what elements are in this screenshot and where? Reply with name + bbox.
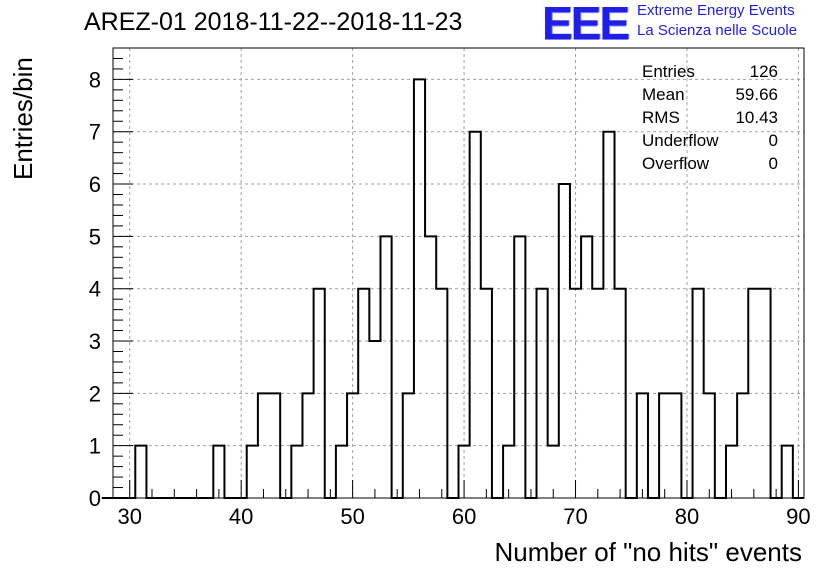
- histogram-bin: [369, 341, 380, 498]
- histogram-bin: [782, 446, 793, 498]
- stats-label: Overflow: [642, 154, 710, 173]
- histogram-bin: [436, 289, 447, 498]
- logo-line-2: La Scienza nelle Scuole: [637, 22, 798, 39]
- plot-frame: [112, 47, 805, 499]
- histogram-bin: [414, 79, 425, 498]
- histogram-bin: [336, 446, 347, 498]
- histogram-bin: [291, 446, 302, 498]
- histogram-bin: [693, 289, 704, 498]
- x-tick-label: 50: [340, 504, 364, 529]
- stats-value: 0: [768, 131, 778, 150]
- y-tick-label: 4: [89, 277, 101, 302]
- y-tick-label: 5: [89, 224, 101, 249]
- stats-value: 0: [768, 154, 778, 173]
- y-tick-label: 2: [89, 381, 101, 406]
- stats-label: RMS: [642, 108, 680, 127]
- histogram-bin: [748, 289, 759, 498]
- histogram-bin: [135, 446, 146, 498]
- stats-label: Underflow: [642, 131, 719, 150]
- stats-row-mean: Mean 59.66: [642, 83, 778, 106]
- stats-value: 10.43: [735, 108, 778, 127]
- histogram-bin: [737, 393, 748, 498]
- stats-label: Mean: [642, 85, 685, 104]
- histogram-bin: [425, 236, 436, 498]
- histogram-bin: [314, 289, 325, 498]
- histogram-bin: [403, 393, 414, 498]
- y-axis-label: Entries/bin: [8, 57, 38, 180]
- stats-row-overflow: Overflow 0: [642, 152, 778, 175]
- x-tick-label: 30: [117, 504, 141, 529]
- y-tick-label: 1: [89, 434, 101, 459]
- histogram-bin: [592, 289, 603, 498]
- stats-box: Entries 126 Mean 59.66 RMS 10.43 Underfl…: [642, 60, 778, 175]
- histogram-bin: [358, 289, 369, 498]
- histogram-bin: [302, 393, 313, 498]
- x-tick-label: 70: [563, 504, 587, 529]
- histogram-bin: [380, 236, 391, 498]
- x-tick-label: 60: [452, 504, 476, 529]
- x-tick-label: 80: [675, 504, 699, 529]
- y-tick-label: 0: [89, 486, 101, 511]
- histogram-bin: [670, 393, 681, 498]
- histogram-bin: [537, 289, 548, 498]
- logo-line-1: Extreme Energy Events: [637, 2, 795, 19]
- x-axis-label: Number of "no hits" events: [494, 537, 803, 567]
- eee-logo: EEE: [542, 0, 630, 49]
- histogram-bin: [559, 184, 570, 498]
- histogram-bin: [258, 393, 269, 498]
- histogram-bin: [581, 236, 592, 498]
- stats-value: 126: [749, 62, 778, 81]
- stats-label: Entries: [642, 62, 695, 81]
- x-tick-label: 90: [786, 504, 810, 529]
- y-tick-label: 3: [89, 329, 101, 354]
- histogram-bin: [570, 289, 581, 498]
- histogram-bin: [759, 289, 770, 498]
- stats-row-entries: Entries 126: [642, 60, 778, 83]
- histogram-bin: [603, 132, 614, 498]
- histogram-bin: [247, 446, 258, 498]
- chart-title: AREZ-01 2018-11-22--2018-11-23: [84, 8, 463, 36]
- histogram-bin: [269, 393, 280, 498]
- x-tick-label: 40: [229, 504, 253, 529]
- stats-row-rms: RMS 10.43: [642, 106, 778, 129]
- histogram-bin: [514, 236, 525, 498]
- y-tick-label: 8: [89, 67, 101, 92]
- histogram-bin: [637, 393, 648, 498]
- histogram-bin: [470, 132, 481, 498]
- histogram-bin: [704, 393, 715, 498]
- y-tick-label: 7: [89, 120, 101, 145]
- histogram-bin: [659, 393, 670, 498]
- stats-row-underflow: Underflow 0: [642, 129, 778, 152]
- histogram-bin: [481, 289, 492, 498]
- stats-value: 59.66: [735, 85, 778, 104]
- y-tick-label: 6: [89, 172, 101, 197]
- histogram-bin: [615, 289, 626, 498]
